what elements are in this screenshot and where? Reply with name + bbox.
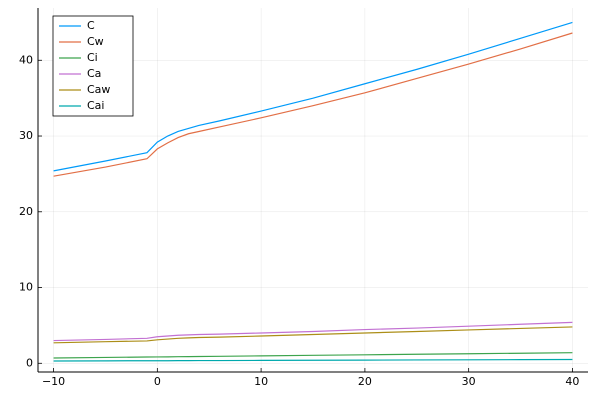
series-line: [53, 352, 573, 359]
y-tick-label: 40: [19, 53, 33, 66]
series-line: [53, 32, 573, 177]
legend-label: Ci: [87, 51, 98, 64]
series-line: [53, 321, 573, 342]
series-line: [53, 358, 573, 362]
legend-label: Cw: [87, 35, 104, 48]
series-line: [53, 326, 573, 344]
x-tick-label: −10: [42, 375, 65, 388]
y-tick-label: 20: [19, 205, 33, 218]
y-tick-label: 30: [19, 129, 33, 142]
y-tick-label: 10: [19, 281, 33, 294]
x-tick-label: 20: [358, 375, 372, 388]
legend-label: C: [87, 19, 95, 32]
legend-box: [52, 15, 134, 117]
legend-label: Cai: [87, 99, 104, 112]
x-tick-label: 30: [462, 375, 476, 388]
series-line: [53, 21, 573, 172]
legend-label: Caw: [87, 83, 110, 96]
legend-label: Ca: [87, 67, 101, 80]
x-tick-label: 10: [254, 375, 268, 388]
y-tick-label: 0: [26, 356, 33, 369]
x-tick-label: 0: [154, 375, 161, 388]
x-tick-label: 40: [565, 375, 579, 388]
